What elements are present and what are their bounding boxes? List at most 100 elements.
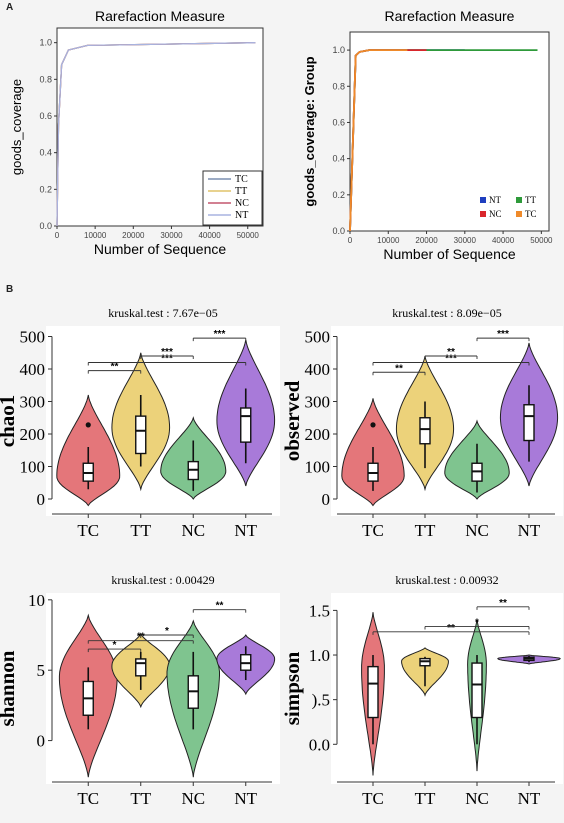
- y-tick-label: 0: [37, 490, 46, 509]
- x-tick-label: 40000: [198, 231, 221, 240]
- x-axis-label: Number of Sequence: [94, 241, 227, 257]
- x-tick-label: 0: [55, 231, 60, 240]
- x-tick-label: TC: [77, 789, 99, 808]
- violin-chart-shannon: kruskal.test : 0.00429 0 5 10 shannon TC TT NC N…: [0, 573, 280, 808]
- y-tick-label: 0: [37, 732, 46, 751]
- test-title: kruskal.test : 7.67e−05: [108, 306, 217, 320]
- y-tick-label: 10: [28, 591, 45, 610]
- box-tt: [419, 417, 431, 445]
- x-tick-label: NC: [181, 521, 205, 540]
- rarefaction-chart-1: Rarefaction Measure 0.0 0.2 0.4 0.6 0.8 1.0 0 10…: [9, 8, 264, 257]
- test-title: kruskal.test : 0.00429: [111, 573, 214, 587]
- y-tick-label: 0.4: [39, 148, 52, 158]
- significance-label: **: [216, 601, 224, 612]
- legend-swatch: [516, 197, 522, 203]
- legend-label: TT: [235, 186, 247, 197]
- significance-label: ***: [497, 329, 509, 340]
- box-nt: [240, 407, 252, 443]
- legend: [476, 194, 548, 224]
- y-tick-label: 0.0: [332, 226, 345, 236]
- legend: [202, 170, 263, 226]
- y-tick-label: 400: [20, 360, 46, 379]
- x-tick-label: 30000: [454, 236, 477, 245]
- significance-label: *: [113, 640, 117, 651]
- y-tick-label: 1.0: [309, 646, 330, 665]
- y-tick-label: 400: [305, 360, 331, 379]
- y-tick-label: 0.0: [309, 735, 330, 754]
- panel-label-a: A: [6, 2, 14, 13]
- legend-swatch: [516, 211, 522, 217]
- legend-label: TC: [235, 174, 248, 185]
- chart-title: Rarefaction Measure: [385, 8, 515, 24]
- y-tick-label: 500: [20, 328, 46, 347]
- box-tc: [367, 665, 379, 719]
- box-tt: [135, 658, 147, 677]
- legend-label: TC: [525, 209, 537, 219]
- x-tick-label: 10000: [84, 231, 107, 240]
- significance-label: **: [499, 598, 507, 609]
- y-axis-label: goods_coverage: [9, 79, 24, 175]
- x-tick-label: NC: [465, 789, 489, 808]
- significance-label: **: [447, 623, 455, 634]
- y-tick-label: 1.0: [332, 45, 345, 55]
- x-tick-label: TC: [362, 789, 384, 808]
- y-axis-label: goods_coverage: Group: [302, 56, 317, 206]
- x-tick-label: NT: [518, 521, 541, 540]
- y-tick-label: 500: [305, 328, 331, 347]
- y-tick-label: 0.4: [332, 154, 345, 164]
- y-tick-label: ).5: [312, 691, 330, 710]
- y-tick-label: 100: [305, 458, 331, 477]
- violin-chart-simpson: kruskal.test : 0.00932 0.0).5 1.0 1.5 simpso…: [280, 573, 563, 808]
- legend-label: NT: [489, 195, 501, 205]
- rarefaction-chart-2: Rarefaction Measure 0.0 0.2 0.4 0.6 0.8 1.0 0 10…: [302, 8, 553, 262]
- y-tick-label: 300: [305, 393, 331, 412]
- x-tick-label: TT: [415, 789, 436, 808]
- y-tick-label: 0.8: [39, 74, 52, 84]
- x-tick-label: 30000: [160, 231, 183, 240]
- significance-label: **: [111, 362, 119, 373]
- legend-label: NT: [235, 210, 248, 221]
- y-tick-label: 0.2: [39, 184, 52, 194]
- x-tick-label: NC: [465, 521, 489, 540]
- x-tick-label: 20000: [122, 231, 145, 240]
- x-tick-label: NT: [234, 789, 257, 808]
- x-tick-label: 50000: [237, 231, 260, 240]
- x-tick-label: TT: [130, 789, 151, 808]
- significance-label: **: [447, 347, 455, 358]
- y-tick-label: 300: [20, 393, 46, 412]
- violin-chart-observed: kruskal.test : 8.09e−05 0 100 200 300 400 500 o…: [280, 306, 563, 540]
- y-tick-label: 5: [37, 661, 46, 680]
- box-nt: [523, 404, 535, 442]
- y-axis-label: shannon: [0, 650, 19, 726]
- legend-label: NC: [235, 198, 249, 209]
- significance-label: ***: [214, 329, 226, 340]
- x-tick-label: TC: [77, 521, 99, 540]
- series-line-tc: [349, 49, 408, 232]
- x-tick-label: TT: [415, 521, 436, 540]
- chart-title: Rarefaction Measure: [95, 8, 225, 24]
- y-axis-label: chao1: [0, 395, 19, 448]
- x-tick-label: TC: [362, 521, 384, 540]
- y-tick-label: 200: [305, 425, 331, 444]
- outlier-point: [370, 422, 376, 428]
- box-tt: [135, 415, 147, 455]
- x-tick-label: 10000: [377, 236, 400, 245]
- y-tick-label: 0.8: [332, 81, 345, 91]
- y-tick-label: 200: [20, 425, 46, 444]
- y-tick-label: 0: [322, 490, 331, 509]
- y-tick-label: 100: [20, 458, 46, 477]
- significance-label: *: [165, 626, 169, 637]
- significance-label: *: [475, 617, 479, 628]
- legend-swatch: [480, 197, 486, 203]
- significance-label: ***: [161, 347, 173, 358]
- y-tick-label: 1.5: [309, 601, 330, 620]
- x-tick-label: TT: [130, 521, 151, 540]
- x-tick-label: 50000: [530, 236, 553, 245]
- box-nc: [471, 662, 483, 719]
- x-axis-label: Number of Sequence: [383, 246, 516, 262]
- test-title: kruskal.test : 8.09e−05: [392, 306, 501, 320]
- x-tick-label: NT: [518, 789, 541, 808]
- y-tick-label: 1.0: [39, 38, 52, 48]
- y-tick-label: 0.6: [39, 111, 52, 121]
